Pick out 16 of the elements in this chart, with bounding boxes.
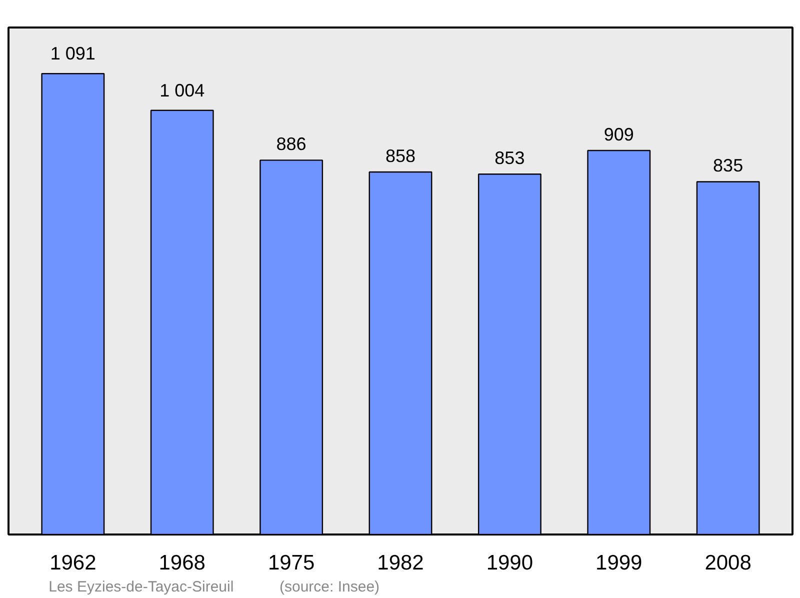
data-label: 1 091 <box>50 44 96 64</box>
data-label: 853 <box>494 148 525 168</box>
x-tick-label: 2008 <box>704 552 752 574</box>
data-label: 909 <box>604 124 634 144</box>
x-tick-label: 1990 <box>486 552 534 574</box>
x-tick-label: 1982 <box>377 552 424 574</box>
x-tick-label: 1975 <box>268 552 315 574</box>
data-label: 858 <box>385 146 416 166</box>
data-label: 835 <box>713 156 744 176</box>
data-label: 1 004 <box>160 80 205 100</box>
data-label: 886 <box>276 134 306 154</box>
x-tick-label: 1968 <box>158 552 206 574</box>
text: (source: Insee) <box>280 578 380 596</box>
text: Les Eyzies-de-Tayac-Sireuil <box>48 578 234 596</box>
x-tick-label: 1999 <box>596 552 642 574</box>
x-tick-label: 1962 <box>50 552 96 574</box>
